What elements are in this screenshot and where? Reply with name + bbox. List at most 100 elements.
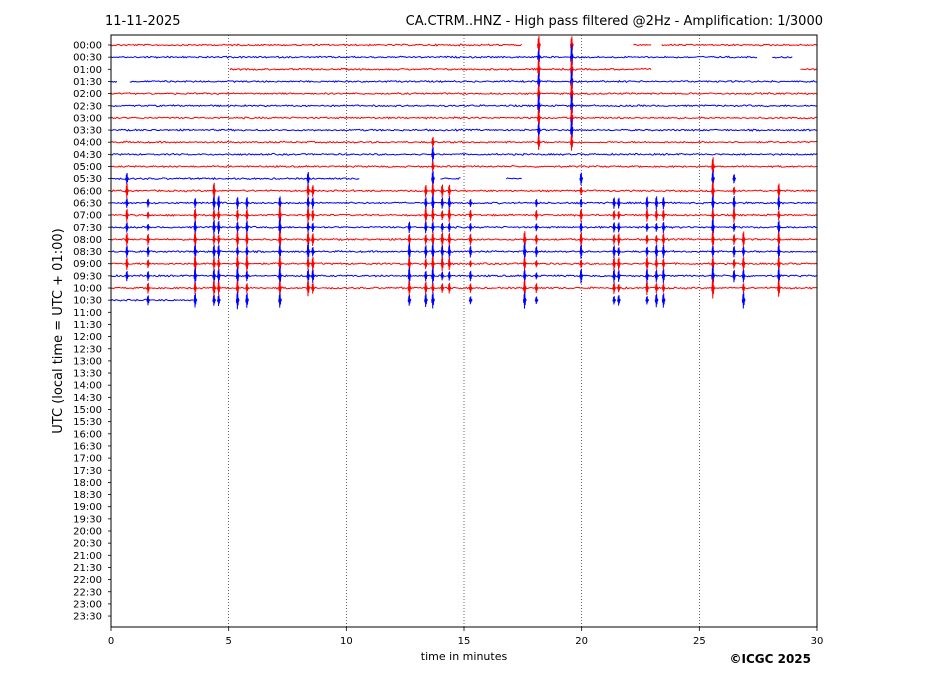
event-spike-7 bbox=[217, 234, 221, 245]
event-spike-17 bbox=[468, 199, 473, 208]
event-spike-12 bbox=[311, 246, 315, 257]
event-spike-15 bbox=[440, 271, 445, 281]
event-spike-7 bbox=[217, 244, 221, 259]
event-spike-3 bbox=[125, 245, 129, 258]
event-spike-8 bbox=[235, 280, 240, 296]
event-spike-0 bbox=[537, 122, 541, 138]
event-spike-28 bbox=[741, 283, 746, 294]
event-spike-3 bbox=[125, 222, 129, 233]
event-spike-0 bbox=[537, 36, 541, 55]
event-spike-28 bbox=[741, 256, 746, 272]
event-spike-15 bbox=[440, 210, 445, 220]
event-spike-18 bbox=[522, 279, 527, 297]
trace-row-5 bbox=[110, 104, 818, 108]
event-spike-24 bbox=[654, 196, 659, 210]
event-spike-6 bbox=[212, 209, 217, 221]
event-spike-26 bbox=[711, 257, 715, 271]
event-spike-19 bbox=[534, 223, 539, 232]
event-spike-10 bbox=[278, 230, 283, 249]
event-spike-10 bbox=[278, 256, 282, 272]
event-spike-28 bbox=[741, 269, 746, 283]
event-spike-19 bbox=[534, 246, 539, 258]
trace-row-18 bbox=[110, 262, 818, 266]
event-spike-19 bbox=[534, 210, 539, 221]
vertical-gridlines bbox=[228, 35, 700, 627]
event-spike-22 bbox=[617, 247, 621, 257]
event-spike-24 bbox=[654, 209, 659, 221]
trace-row-0 bbox=[110, 43, 818, 47]
event-spike-8 bbox=[235, 267, 240, 285]
event-spike-2 bbox=[431, 170, 435, 188]
seismogram-traces bbox=[110, 36, 818, 310]
event-spike-16 bbox=[447, 271, 452, 281]
event-spike-24 bbox=[654, 235, 659, 244]
event-spike-20 bbox=[579, 232, 584, 248]
event-spike-24 bbox=[654, 293, 659, 308]
event-spike-13 bbox=[407, 221, 412, 234]
event-spike-29 bbox=[777, 210, 781, 221]
trace-row-13 bbox=[110, 201, 818, 205]
event-spike-3 bbox=[125, 172, 129, 185]
event-spike-19 bbox=[534, 296, 539, 305]
y-tick-label: 14:00 bbox=[73, 381, 102, 392]
y-tick-label: 02:00 bbox=[73, 89, 102, 100]
event-spike-14 bbox=[424, 207, 428, 224]
y-tick-label: 14:30 bbox=[73, 393, 102, 404]
trace-row-12 bbox=[110, 189, 818, 193]
event-spike-12 bbox=[311, 197, 315, 209]
event-spike-10 bbox=[278, 280, 282, 296]
event-spike-27 bbox=[732, 234, 737, 245]
event-spike-15 bbox=[440, 256, 445, 272]
event-spike-12 bbox=[311, 233, 315, 246]
event-spike-25 bbox=[661, 258, 666, 270]
trace-row-17 bbox=[110, 249, 818, 254]
event-spike-14 bbox=[424, 245, 428, 259]
trace-row-9 bbox=[110, 152, 818, 156]
trace-row-19 bbox=[110, 274, 818, 278]
event-spike-1 bbox=[570, 58, 574, 81]
event-spike-6 bbox=[212, 279, 217, 297]
event-spike-1 bbox=[570, 134, 574, 151]
event-spike-11 bbox=[306, 207, 311, 224]
event-spike-19 bbox=[534, 272, 539, 280]
event-spike-8 bbox=[235, 197, 240, 210]
event-spike-1 bbox=[570, 44, 574, 71]
event-spike-16 bbox=[447, 184, 452, 198]
event-spike-10 bbox=[278, 196, 282, 210]
event-spike-15 bbox=[440, 245, 445, 258]
event-spike-23 bbox=[645, 234, 650, 245]
event-spike-19 bbox=[534, 260, 539, 268]
event-spike-26 bbox=[711, 278, 716, 299]
event-spike-2 bbox=[431, 183, 435, 199]
y-tick-label: 00:30 bbox=[73, 53, 102, 64]
y-tick-label: 03:00 bbox=[73, 113, 102, 124]
event-spike-2 bbox=[431, 222, 435, 233]
event-spike-18 bbox=[522, 243, 527, 261]
event-spike-4 bbox=[146, 246, 151, 257]
y-tick-label: 06:30 bbox=[73, 198, 102, 209]
event-spike-17 bbox=[468, 283, 473, 293]
event-spike-6 bbox=[212, 294, 217, 306]
trace-row-10 bbox=[110, 164, 818, 169]
event-spike-22 bbox=[617, 233, 621, 246]
event-spike-29 bbox=[777, 220, 781, 235]
event-spike-29 bbox=[777, 257, 781, 271]
event-spike-19 bbox=[534, 199, 539, 208]
event-spike-21 bbox=[612, 234, 617, 245]
event-spike-12 bbox=[311, 269, 315, 283]
event-spike-11 bbox=[306, 184, 311, 198]
event-spike-9 bbox=[245, 270, 249, 282]
y-tick-label: 05:30 bbox=[73, 174, 102, 185]
y-tick-label: 06:00 bbox=[73, 186, 102, 197]
event-spike-15 bbox=[440, 184, 445, 198]
event-spike-26 bbox=[711, 217, 716, 238]
y-tick-label: 17:00 bbox=[73, 454, 102, 465]
event-spike-6 bbox=[212, 234, 217, 245]
plot-frame bbox=[110, 34, 818, 628]
event-spike-17 bbox=[468, 260, 473, 268]
event-spike-23 bbox=[645, 256, 650, 271]
event-spike-10 bbox=[278, 205, 283, 226]
event-spike-23 bbox=[645, 296, 650, 305]
event-spike-7 bbox=[217, 281, 221, 296]
